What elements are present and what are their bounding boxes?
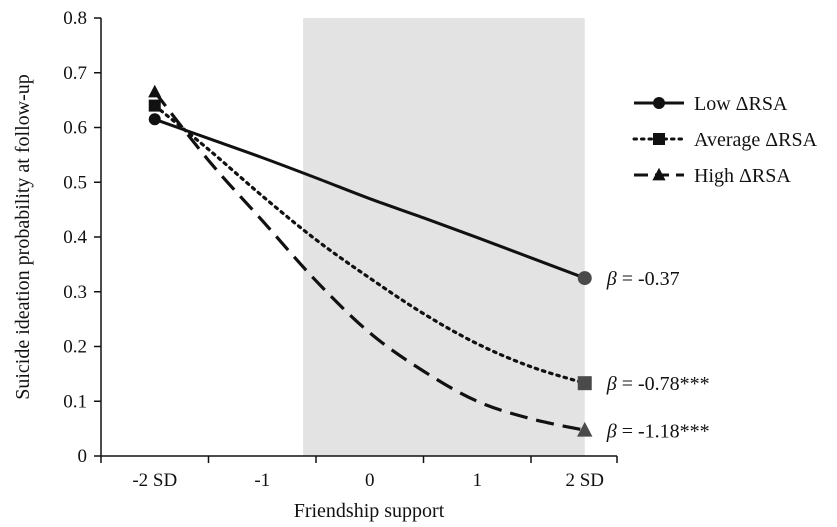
y-tick-label: 0.6 bbox=[63, 118, 87, 139]
beta-annotation: β = -1.18*** bbox=[606, 420, 710, 442]
beta-annotation: β = -0.78*** bbox=[606, 373, 710, 395]
series-lines bbox=[153, 90, 587, 432]
beta-symbol: β bbox=[606, 373, 617, 395]
y-tick-label: 0.8 bbox=[63, 8, 87, 29]
y-tick-label: 0.4 bbox=[63, 227, 87, 248]
legend-marker-square bbox=[653, 133, 665, 145]
start-marker-triangle bbox=[148, 84, 162, 98]
beta-value: = -0.78*** bbox=[617, 373, 710, 395]
y-tick-label: 0.2 bbox=[63, 337, 87, 358]
shaded-region bbox=[303, 18, 585, 456]
y-axis-title: Suicide ideation probability at follow-u… bbox=[12, 74, 34, 400]
end-marker-circle bbox=[577, 271, 592, 286]
y-tick-label: 0.1 bbox=[63, 391, 87, 412]
end-marker-triangle bbox=[577, 421, 593, 437]
x-tick-label: 2 SD bbox=[565, 470, 604, 491]
beta-annotations: β = -0.37β = -0.78***β = -1.18*** bbox=[606, 268, 710, 442]
y-tick-label: 0.7 bbox=[63, 63, 87, 84]
x-axis-title: Friendship support bbox=[294, 500, 445, 522]
start-marker-square bbox=[148, 99, 161, 112]
series-line-square bbox=[153, 104, 587, 385]
legend-marker-triangle bbox=[652, 167, 666, 181]
y-tick-label: 0.3 bbox=[63, 282, 87, 303]
legend-label: High ΔRSA bbox=[694, 165, 791, 187]
legend-marker-circle bbox=[653, 97, 665, 109]
legend: Low ΔRSA Average ΔRSA High ΔRSA bbox=[632, 93, 818, 187]
start-marker-circle bbox=[148, 113, 161, 126]
x-tick-label: 0 bbox=[365, 470, 375, 491]
axes bbox=[94, 17, 618, 463]
beta-value: = -1.18*** bbox=[617, 420, 710, 442]
x-tick-label: 1 bbox=[473, 470, 483, 491]
legend-label: Average ΔRSA bbox=[694, 129, 818, 151]
series-markers bbox=[148, 84, 593, 437]
beta-annotation: β = -0.37 bbox=[606, 268, 680, 290]
legend-label: Low ΔRSA bbox=[694, 93, 788, 115]
beta-value: = -0.37 bbox=[617, 268, 680, 290]
y-tick-label: 0 bbox=[78, 446, 88, 467]
x-tick-label: -1 bbox=[254, 470, 270, 491]
x-tick-label: -2 SD bbox=[132, 470, 177, 491]
y-tick-labels: 0 0.1 0.2 0.3 0.4 0.5 0.6 0.7 0.8 bbox=[63, 8, 87, 467]
beta-symbol: β bbox=[606, 268, 617, 290]
y-tick-label: 0.5 bbox=[63, 172, 87, 193]
beta-symbol: β bbox=[606, 420, 617, 442]
x-tick-labels: -2 SD -1 0 1 2 SD bbox=[132, 470, 604, 491]
series-line-circle bbox=[154, 117, 586, 280]
end-marker-square bbox=[577, 376, 592, 391]
